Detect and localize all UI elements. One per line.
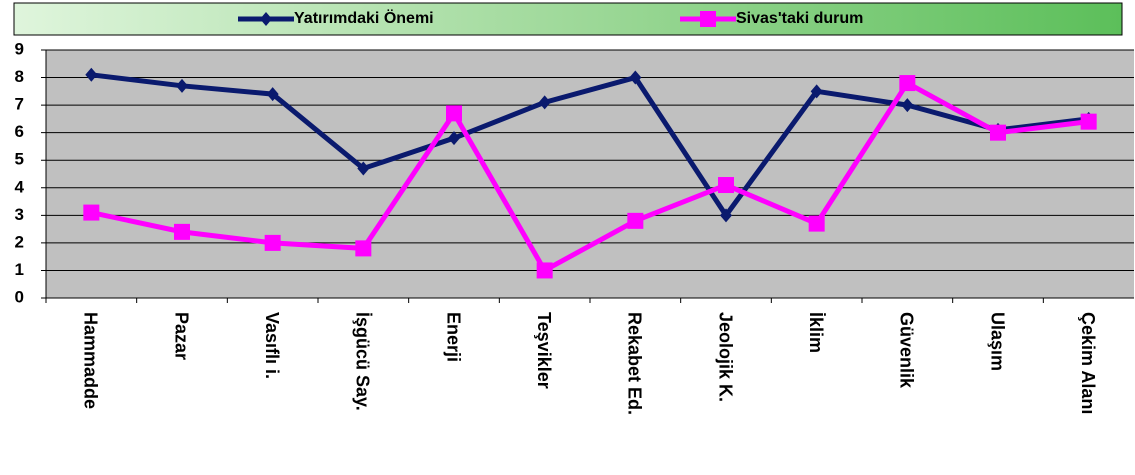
y-tick-label: 4	[15, 177, 25, 196]
y-tick-label: 6	[15, 122, 24, 141]
y-tick-label: 3	[15, 205, 24, 224]
marker	[700, 11, 716, 27]
legend-box	[13, 2, 1123, 36]
x-tick-label: Rekabet Ed.	[625, 312, 645, 415]
marker	[720, 208, 732, 223]
y-tick-label: 2	[15, 232, 24, 251]
x-tick-label: Ulaşım	[987, 312, 1007, 371]
marker	[901, 98, 914, 113]
marker	[355, 240, 372, 257]
x-tick-label: Jeolojik K.	[715, 312, 735, 402]
marker	[810, 84, 823, 99]
marker	[264, 234, 281, 251]
marker	[357, 161, 370, 176]
y-tick-label: 9	[15, 39, 24, 58]
marker	[174, 223, 190, 240]
marker	[990, 124, 1006, 141]
legend-label: Sivas'taki durum	[736, 10, 863, 27]
marker	[448, 131, 460, 146]
x-tick-label: Hammadde	[81, 312, 101, 409]
x-tick-label: Enerji	[443, 312, 463, 362]
marker	[627, 212, 644, 229]
x-tick-label: Güvenlik	[897, 312, 917, 389]
marker	[718, 177, 734, 194]
y-tick-label: 5	[15, 150, 24, 169]
marker	[446, 105, 462, 122]
marker	[176, 78, 188, 93]
marker	[83, 204, 100, 221]
marker	[260, 12, 272, 26]
x-tick-label: Teşvikler	[534, 312, 554, 389]
x-tick-label: Çekim Alanı	[1078, 312, 1098, 414]
marker	[266, 87, 279, 102]
marker	[85, 67, 98, 82]
marker	[536, 262, 553, 279]
legend-label: Yatırımdaki Önemi	[294, 8, 434, 27]
marker	[1080, 113, 1097, 130]
x-tick-label: Vasıflı i.	[262, 312, 282, 379]
x-tick-label: Pazar	[171, 312, 191, 360]
series-line	[91, 72, 1089, 220]
y-tick-label: 1	[15, 260, 24, 279]
marker	[629, 70, 642, 85]
y-tick-label: 7	[15, 95, 24, 114]
series-line	[90, 79, 1089, 274]
y-tick-label: 8	[15, 67, 24, 86]
x-tick-label: İşgücü Say.	[353, 312, 373, 411]
y-tick-label: 0	[15, 287, 24, 306]
x-tick-label: İklim	[806, 312, 826, 353]
marker	[538, 95, 551, 110]
marker	[899, 75, 916, 92]
marker	[808, 215, 825, 232]
